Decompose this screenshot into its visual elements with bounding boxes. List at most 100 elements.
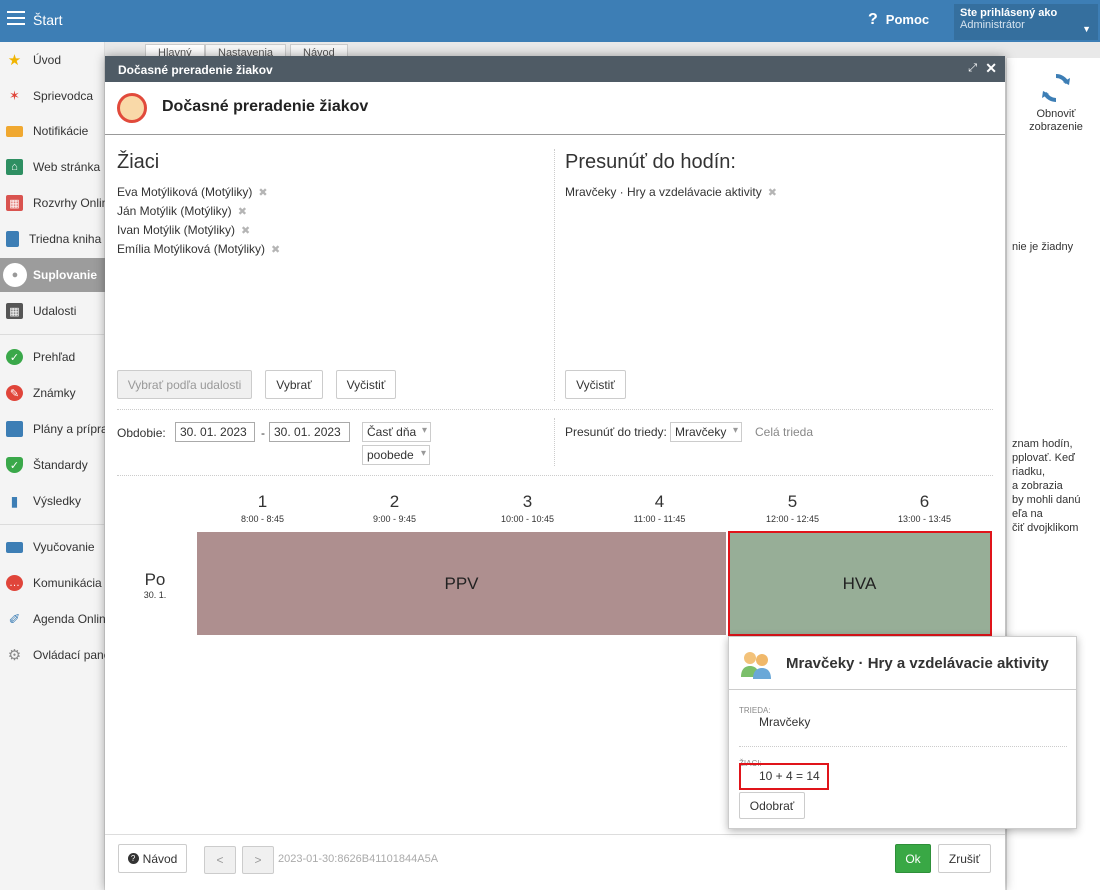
user-menu[interactable]: Ste prihlásený ako Administrátor ▼: [954, 4, 1098, 40]
sidebar-item-vyucovanie[interactable]: Vyučovanie: [0, 530, 105, 564]
menu-icon[interactable]: [7, 11, 25, 25]
remove-icon[interactable]: ✖: [237, 206, 247, 218]
user-status: Ste prihlásený ako: [960, 7, 1058, 19]
info-line: riadku,: [1012, 466, 1046, 478]
wand-icon: ✶: [9, 88, 20, 103]
prev-button[interactable]: <: [204, 846, 236, 874]
help-label: Pomoc: [885, 12, 930, 27]
ok-button[interactable]: Ok: [895, 844, 931, 873]
class-label: TRIEDA:: [739, 706, 771, 715]
sidebar-item-label: Úvod: [33, 53, 62, 67]
footer-divider: [105, 834, 1005, 835]
student-name: Ján Motýlik (Motýliky): [117, 204, 232, 218]
day-date: 30. 1.: [143, 590, 167, 600]
info-line: by mohli danú: [1012, 494, 1081, 506]
sidebar-item-sprievodca[interactable]: ✶ Sprievodca: [0, 79, 105, 113]
next-button[interactable]: >: [242, 846, 274, 874]
remove-icon[interactable]: ✖: [258, 187, 268, 199]
gear-icon: ⚙: [7, 647, 22, 664]
background-info-text: znam hodín, pplovať. Keď riadku, a zobra…: [1012, 437, 1100, 535]
date-from-input[interactable]: 30. 01. 2023: [175, 422, 255, 442]
sidebar-item-uvod[interactable]: ★ Úvod: [0, 43, 105, 77]
sidebar-item-label: Rozvrhy Online: [33, 196, 105, 210]
sidebar-item-label: Notifikácie: [33, 124, 89, 138]
period-header: 2 9:00 - 9:45: [329, 492, 460, 524]
sidebar: ★ Úvod ✶ Sprievodca Notifikácie ⌂ Web strán…: [0, 42, 105, 890]
book-icon: [6, 231, 19, 247]
selection-highlight: [728, 531, 992, 636]
bar-chart-icon: ▮: [10, 492, 19, 509]
section-divider: [117, 409, 993, 410]
lesson-block-ppv[interactable]: PPV: [197, 532, 726, 635]
sidebar-item-label: Komunikácia: [33, 576, 102, 590]
close-icon[interactable]: ✕: [985, 60, 997, 76]
students-count: 10 + 4 = 14: [759, 769, 820, 783]
sidebar-item-prehlad[interactable]: ✓ Prehľad: [0, 340, 105, 374]
briefcase-icon: [6, 421, 23, 437]
date-to-input[interactable]: 30. 01. 2023: [269, 422, 350, 442]
sidebar-item-label: Suplovanie: [33, 268, 98, 282]
help-button[interactable]: ? Pomoc: [868, 11, 929, 29]
list-item: Ivan Motýlik (Motýliky) ✖: [117, 221, 280, 240]
app-title[interactable]: Štart: [33, 12, 63, 28]
class-select[interactable]: Mravčeky: [670, 422, 742, 442]
period-time: 9:00 - 9:45: [372, 514, 417, 524]
period-number: 5: [787, 492, 798, 511]
sidebar-item-udalosti[interactable]: ▦ Udalosti: [0, 294, 105, 328]
lesson-block-hva[interactable]: HVA: [729, 532, 990, 635]
sidebar-item-znamky[interactable]: ✎ Známky: [0, 376, 105, 410]
help-guide-button[interactable]: ? Návod: [118, 844, 187, 873]
calendar-icon: ▦: [6, 303, 23, 319]
lesson-popup: Mravčeky · Hry a vzdelávacie aktivity TR…: [728, 636, 1077, 829]
sidebar-item-label: Vyučovanie: [33, 540, 95, 554]
sidebar-item-vysledky[interactable]: ▮ Výsledky: [0, 484, 105, 518]
sidebar-item-notifikacie[interactable]: Notifikácie: [0, 114, 105, 148]
info-line: čiť dvojklikom: [1012, 522, 1079, 534]
date-separator: -: [261, 426, 265, 440]
remove-button[interactable]: Odobrať: [739, 792, 805, 819]
popup-title: Mravčeky · Hry a vzdelávacie aktivity: [786, 655, 1049, 672]
student-name: Eva Motýliková (Motýliky): [117, 185, 253, 199]
period-time: 11:00 - 11:45: [633, 514, 686, 524]
whole-class-link[interactable]: Celá trieda: [755, 425, 814, 439]
sidebar-item-suplovanie[interactable]: ● Suplovanie: [0, 258, 105, 292]
shield-check-icon: ✓: [6, 457, 23, 473]
select-button[interactable]: Vybrať: [265, 370, 323, 399]
sidebar-item-agenda[interactable]: ✐ Agenda Online: [0, 602, 105, 636]
sidebar-item-komunikacia[interactable]: … Komunikácia: [0, 566, 105, 600]
dialog-title: Dočasné preradenie žiakov: [118, 63, 273, 77]
period-time: 8:00 - 8:45: [240, 514, 285, 524]
clear-students-button[interactable]: Vyčistiť: [336, 370, 396, 399]
period-header: 6 13:00 - 13:45: [859, 492, 990, 524]
sidebar-item-web[interactable]: ⌂ Web stránka: [0, 150, 105, 184]
day-part-select[interactable]: Časť dňa: [362, 422, 431, 442]
list-item: Mravčeky · Hry a vzdelávacie aktivity ✖: [565, 183, 777, 202]
sidebar-item-triedna-kniha[interactable]: Triedna kniha: [0, 222, 105, 256]
period-label: Obdobie:: [117, 426, 166, 440]
info-line: znam hodín,: [1012, 438, 1073, 450]
sidebar-item-rozvrhy[interactable]: ▦ Rozvrhy Online: [0, 186, 105, 220]
cancel-button[interactable]: Zrušiť: [938, 844, 991, 873]
afternoon-select[interactable]: poobede: [362, 445, 430, 465]
refresh-button[interactable]: Obnoviť zobrazenie: [1014, 72, 1098, 134]
select-by-event-button[interactable]: Vybrať podľa udalosti: [117, 370, 252, 399]
maximize-icon[interactable]: ⤢: [968, 62, 977, 74]
student-face-icon: [117, 93, 147, 123]
question-icon: ?: [868, 11, 878, 28]
sidebar-item-label: Výsledky: [33, 494, 82, 508]
remove-icon[interactable]: ✖: [271, 244, 281, 256]
period-number: 4: [654, 492, 665, 511]
lesson-name: Mravčeky · Hry a vzdelávacie aktivity: [565, 185, 762, 199]
sidebar-item-plany[interactable]: Plány a prípravy: [0, 412, 105, 446]
clear-lessons-button[interactable]: Vyčistiť: [565, 370, 626, 399]
period-number: 2: [389, 492, 400, 511]
period-number: 3: [522, 492, 533, 511]
remove-icon[interactable]: ✖: [767, 187, 777, 199]
remove-icon[interactable]: ✖: [241, 225, 251, 237]
sidebar-item-standardy[interactable]: ✓ Štandardy: [0, 448, 105, 482]
sidebar-item-label: Agenda Online: [33, 612, 105, 626]
sidebar-item-label: Sprievodca: [33, 89, 94, 103]
period-header: 4 11:00 - 11:45: [594, 492, 725, 524]
sidebar-item-ovladaci-panel[interactable]: ⚙ Ovládací panel: [0, 638, 105, 672]
grade-icon: ✎: [6, 385, 23, 401]
